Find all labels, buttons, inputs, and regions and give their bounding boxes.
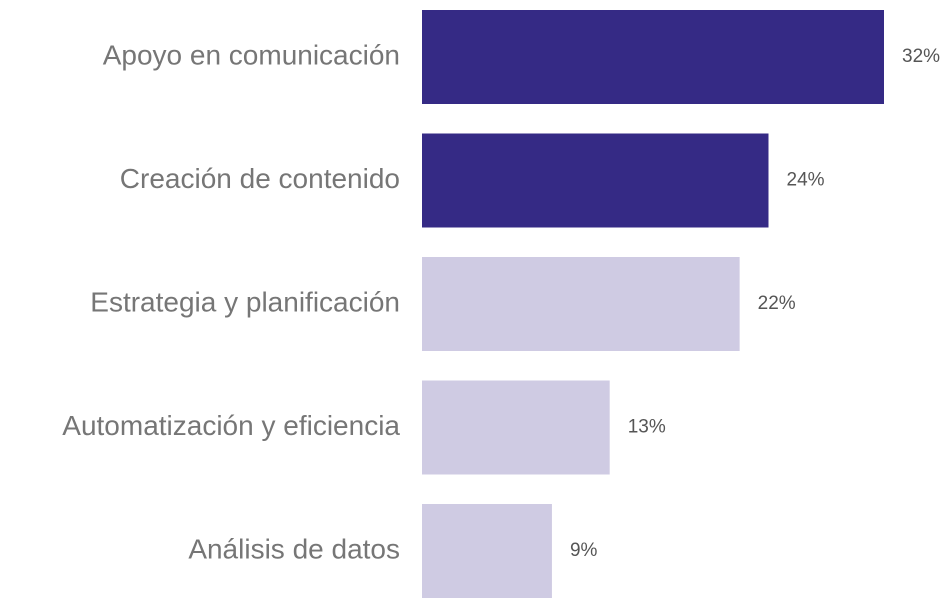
value-label: 22%: [758, 293, 796, 314]
value-label: 13%: [628, 417, 666, 438]
bar: [422, 257, 740, 351]
category-label: Automatización y eficiencia: [62, 410, 400, 441]
value-label: 32%: [902, 46, 940, 67]
value-label: 9%: [570, 540, 598, 561]
category-label: Estrategia y planificación: [90, 286, 400, 317]
bar: [422, 10, 884, 104]
value-label: 24%: [787, 170, 825, 191]
category-label: Apoyo en comunicación: [103, 39, 400, 70]
bar: [422, 133, 769, 228]
category-label: Creación de contenido: [120, 163, 400, 194]
bar: [422, 380, 610, 475]
category-label: Análisis de datos: [188, 533, 400, 564]
bar: [422, 504, 552, 598]
